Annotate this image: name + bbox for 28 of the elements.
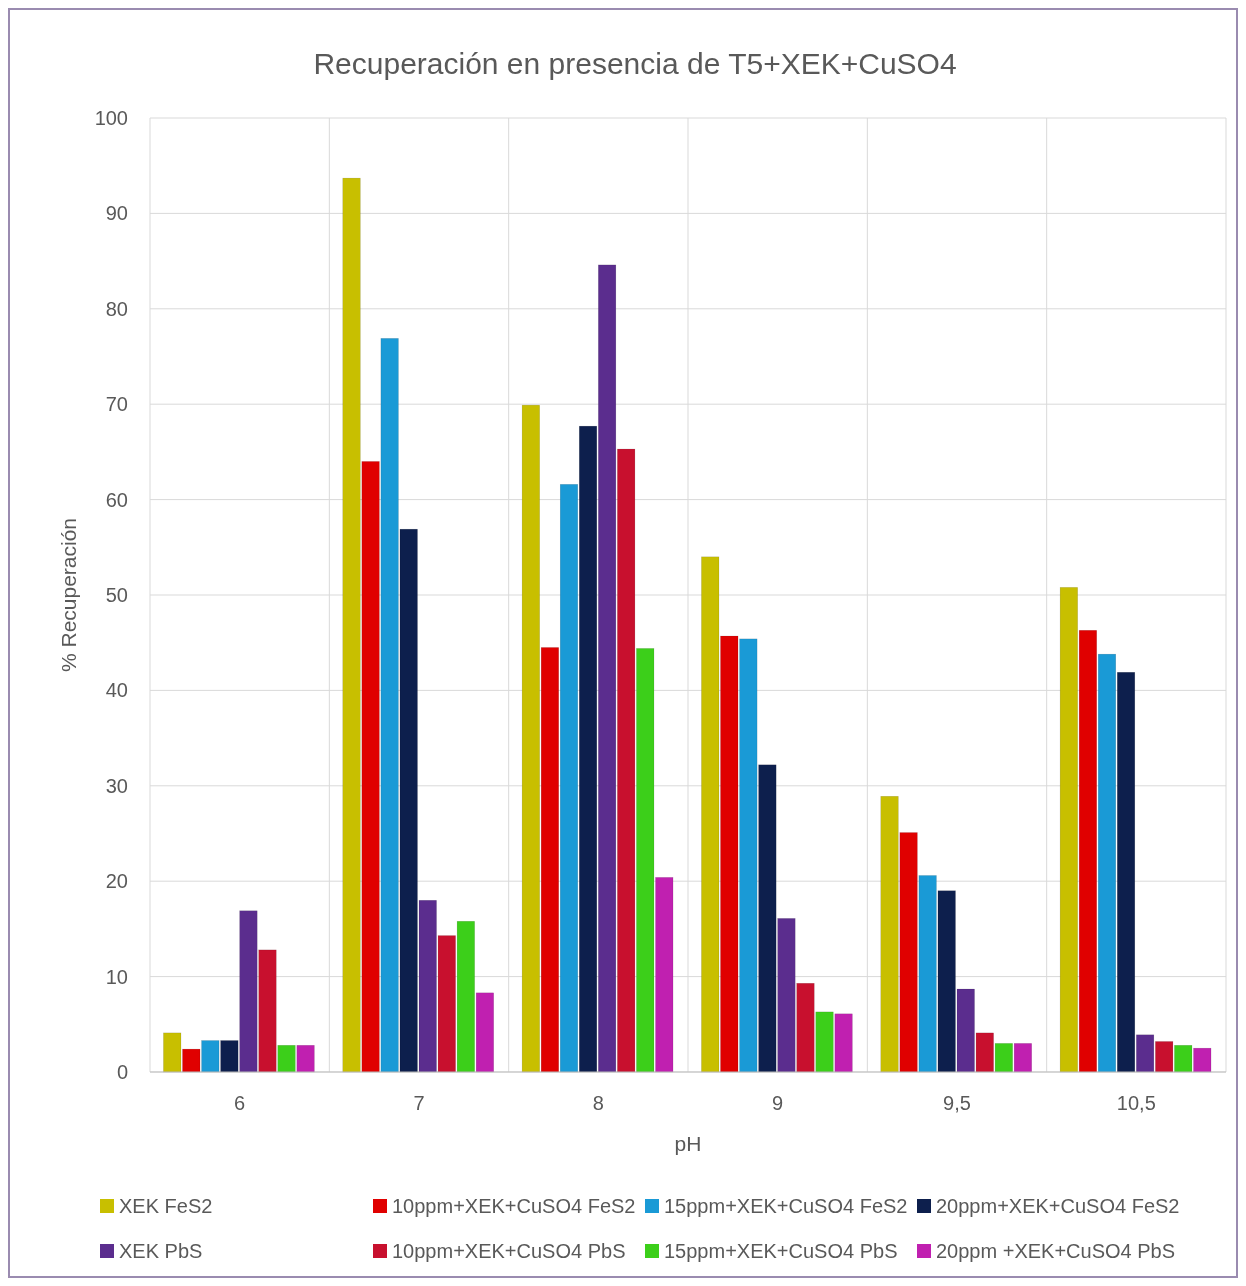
legend-label: 15ppm+XEK+CuSO4 FeS2: [664, 1195, 908, 1217]
x-tick-label: 6: [234, 1092, 246, 1114]
y-tick-label: 30: [105, 774, 128, 797]
legend-label: 15ppm+XEK+CuSO4 PbS: [664, 1240, 898, 1262]
legend-label: 10ppm+XEK+CuSO4 PbS: [392, 1240, 626, 1262]
y-tick-label: 10: [105, 965, 128, 988]
y-tick-label: 100: [94, 107, 128, 129]
x-axis-title: pH: [674, 1132, 702, 1155]
y-tick-label: 50: [105, 584, 128, 606]
y-tick-label: 60: [105, 488, 128, 511]
y-tick-label: 70: [105, 393, 128, 416]
x-tick-label: 8: [592, 1092, 604, 1114]
y-tick-label: 0: [116, 1061, 128, 1083]
y-tick-label: 40: [105, 679, 128, 702]
legend-label: 10ppm+XEK+CuSO4 FeS2: [392, 1195, 636, 1217]
legend-label: XEK FeS2: [119, 1195, 213, 1217]
y-tick-label: 90: [105, 202, 128, 225]
legend-label: XEK PbS: [119, 1240, 203, 1262]
y-tick-label: 20: [105, 870, 128, 893]
legend-label: 20ppm+XEK+CuSO4 FeS2: [936, 1195, 1180, 1217]
chart-title: Recuperación en presencia de T5+XEK+CuSO4: [313, 47, 957, 80]
x-tick-label: 7: [413, 1092, 425, 1114]
x-tick-label: 9: [772, 1092, 784, 1114]
legend-label: 20ppm +XEK+CuSO4 PbS: [936, 1240, 1176, 1262]
y-axis-title: % Recuperación: [57, 517, 80, 673]
x-tick-label: 10,5: [1116, 1092, 1156, 1114]
x-tick-label: 9,5: [943, 1092, 971, 1114]
y-tick-label: 80: [105, 297, 128, 320]
